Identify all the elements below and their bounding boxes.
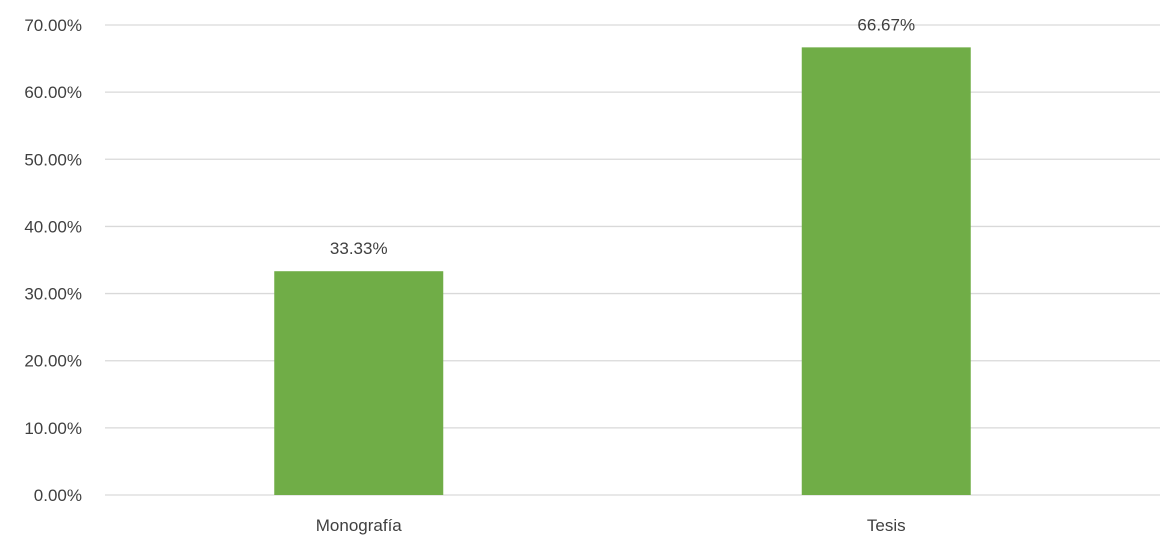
y-tick-label: 20.00% [24, 352, 82, 371]
x-tick-label: Monografía [316, 516, 403, 535]
gridlines [105, 24, 1160, 496]
data-labels: 33.33% 66.67% [330, 15, 915, 258]
data-label: 33.33% [330, 239, 388, 258]
y-axis-tick-labels: 0.00% 10.00% 20.00% 30.00% 40.00% 50.00% 60.00… [24, 16, 82, 505]
data-label: 66.67% [857, 15, 915, 34]
y-tick-label: 10.00% [24, 419, 82, 438]
x-axis-tick-labels: Monografía Tesis [316, 516, 906, 535]
bars [274, 47, 971, 495]
y-tick-label: 30.00% [24, 285, 82, 304]
y-tick-label: 70.00% [24, 16, 82, 35]
x-tick-label: Tesis [867, 516, 906, 535]
y-tick-label: 40.00% [24, 217, 82, 236]
y-tick-label: 60.00% [24, 83, 82, 102]
y-tick-label: 0.00% [34, 486, 82, 505]
bar [801, 47, 971, 495]
bar [274, 271, 444, 495]
y-tick-label: 50.00% [24, 150, 82, 169]
